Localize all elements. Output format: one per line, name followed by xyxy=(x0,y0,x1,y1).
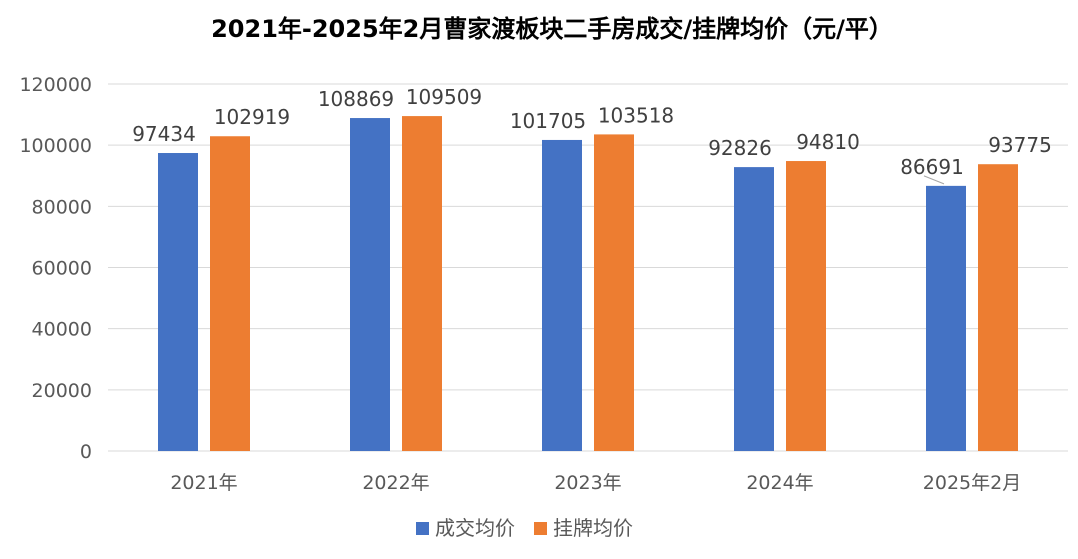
data-label: 101705 xyxy=(510,109,586,133)
bar-listing xyxy=(402,116,442,452)
legend-label: 挂牌均价 xyxy=(553,516,633,540)
data-label: 93775 xyxy=(988,133,1052,157)
bars xyxy=(158,116,1018,452)
bar-deal xyxy=(926,185,966,451)
leader-line xyxy=(923,175,945,185)
data-label: 103518 xyxy=(598,103,674,127)
x-tick-label: 2024年 xyxy=(746,472,813,494)
y-axis-ticks: 0 20000 40000 60000 80000 100000 120000 xyxy=(19,74,92,463)
bar-deal xyxy=(158,153,198,451)
data-label: 108869 xyxy=(318,87,394,111)
bar-listing xyxy=(786,161,826,451)
legend-swatch xyxy=(534,522,547,535)
bar-listing xyxy=(594,134,634,451)
x-tick-label: 2022年 xyxy=(362,472,429,494)
y-tick-label: 60000 xyxy=(32,258,92,280)
data-label: 94810 xyxy=(796,130,860,154)
y-tick-label: 0 xyxy=(80,441,92,463)
data-label: 97434 xyxy=(132,122,196,146)
data-label: 109509 xyxy=(406,85,482,109)
chart-title: 2021年-2025年2月曹家渡板块二手房成交/挂牌均价（元/平） xyxy=(211,15,893,43)
legend: 成交均价 挂牌均价 xyxy=(416,516,633,540)
y-tick-label: 120000 xyxy=(19,74,92,96)
data-label: 92826 xyxy=(708,136,772,160)
bar-deal xyxy=(542,139,582,451)
y-tick-label: 80000 xyxy=(32,196,92,218)
x-tick-label: 2023年 xyxy=(554,472,621,494)
data-label: 102919 xyxy=(214,105,290,129)
legend-swatch xyxy=(416,522,429,535)
x-axis-ticks: 2021年 2022年 2023年 2024年 2025年2月 xyxy=(170,472,1021,494)
legend-label: 成交均价 xyxy=(435,516,515,540)
gridlines xyxy=(108,83,1068,452)
data-labels: 97434 102919 108869 109509 101705 103518 92826… xyxy=(132,85,1052,185)
bar-listing xyxy=(978,164,1018,452)
bar-deal xyxy=(734,167,774,451)
bar-listing xyxy=(210,136,250,452)
x-tick-label: 2021年 xyxy=(170,472,237,494)
bar-deal xyxy=(350,118,390,452)
y-tick-label: 100000 xyxy=(19,135,92,157)
data-label: 86691 xyxy=(900,155,964,179)
y-tick-label: 40000 xyxy=(32,319,92,341)
y-tick-label: 20000 xyxy=(32,380,92,402)
x-tick-label: 2025年2月 xyxy=(923,472,1021,494)
